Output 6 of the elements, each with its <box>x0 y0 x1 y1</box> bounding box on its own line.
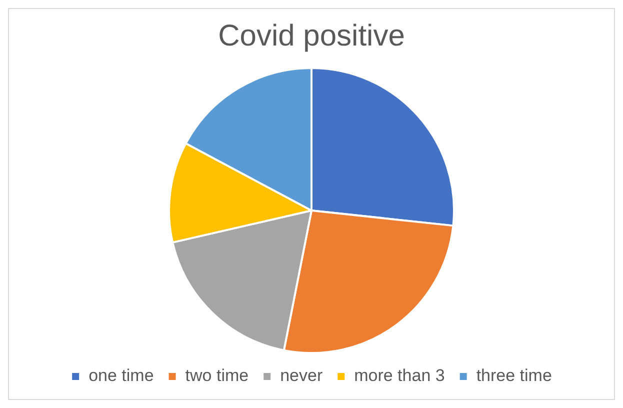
legend-label: three time <box>476 366 552 386</box>
chart-title: Covid positive <box>218 19 405 52</box>
legend-label: two time <box>185 366 249 386</box>
legend-label: never <box>280 366 323 386</box>
legend-label: more than 3 <box>354 366 445 386</box>
legend-label: one time <box>88 366 154 386</box>
